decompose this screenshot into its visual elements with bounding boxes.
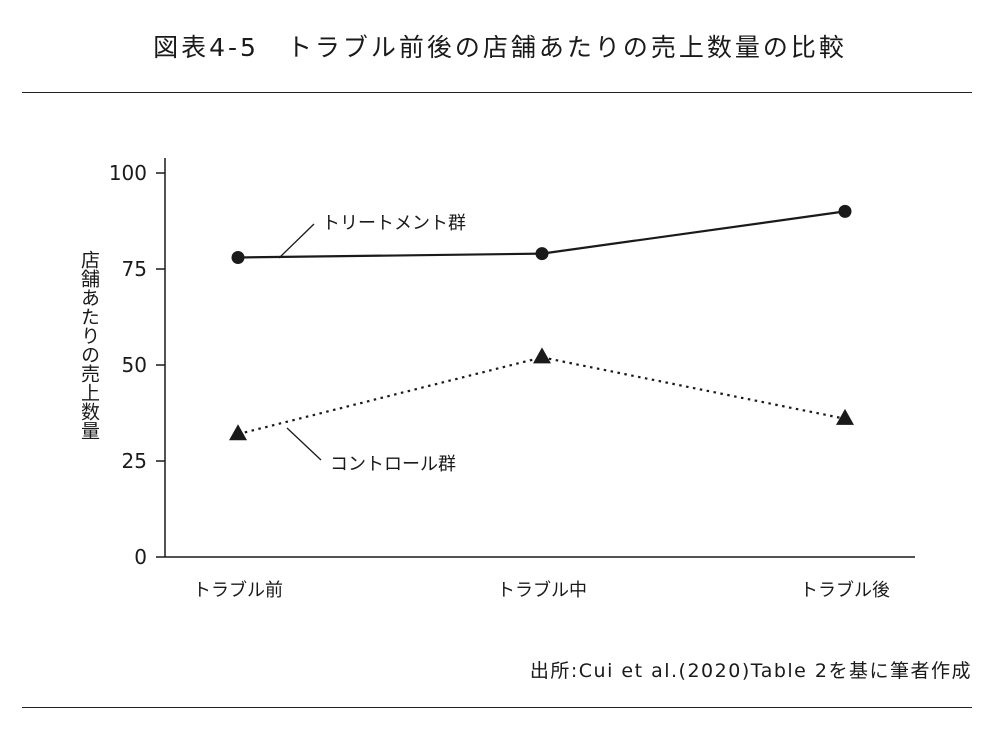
y-tick-label: 100 [109, 161, 147, 185]
data-point-triangle [533, 347, 551, 364]
series-line-segment [237, 252, 543, 259]
y-tick-label: 0 [134, 545, 147, 569]
axes: 0 25 50 75 100 トラブル前 トラブル中 トラブル後 [109, 158, 915, 601]
x-tick-label: トラブル前 [193, 579, 283, 601]
data-point-triangle [836, 408, 854, 425]
series-line-segment [541, 356, 846, 420]
series-line-segment [541, 210, 846, 255]
y-tick-label: 75 [122, 257, 147, 281]
x-tick-label: トラブル後 [800, 579, 890, 601]
y-tick-label: 25 [122, 449, 147, 473]
data-point-triangle [229, 424, 247, 441]
callout-leader-line [278, 223, 315, 259]
data-point-circle [231, 250, 245, 264]
data-point-circle [535, 247, 549, 261]
x-tick-label: トラブル中 [497, 579, 587, 601]
series-lines [237, 210, 846, 436]
series-label-control: コントロール群 [330, 454, 456, 475]
series-line-segment [237, 356, 543, 436]
source-note: 出所:Cui et al.(2020)Table 2を基に筆者作成 [529, 660, 972, 682]
y-axis-label: 店舗あたりの売上数量 [78, 250, 100, 440]
callout-leader-line [286, 427, 322, 461]
chart-title: 図表4-5 トラブル前後の店舗あたりの売上数量の比較 [153, 33, 847, 62]
bottom-divider [22, 707, 972, 708]
data-point-circle [838, 204, 852, 218]
series-markers [229, 204, 854, 441]
y-tick-label: 50 [122, 353, 147, 377]
top-divider [22, 92, 972, 93]
series-label-treatment: トリートメント群 [322, 213, 466, 234]
